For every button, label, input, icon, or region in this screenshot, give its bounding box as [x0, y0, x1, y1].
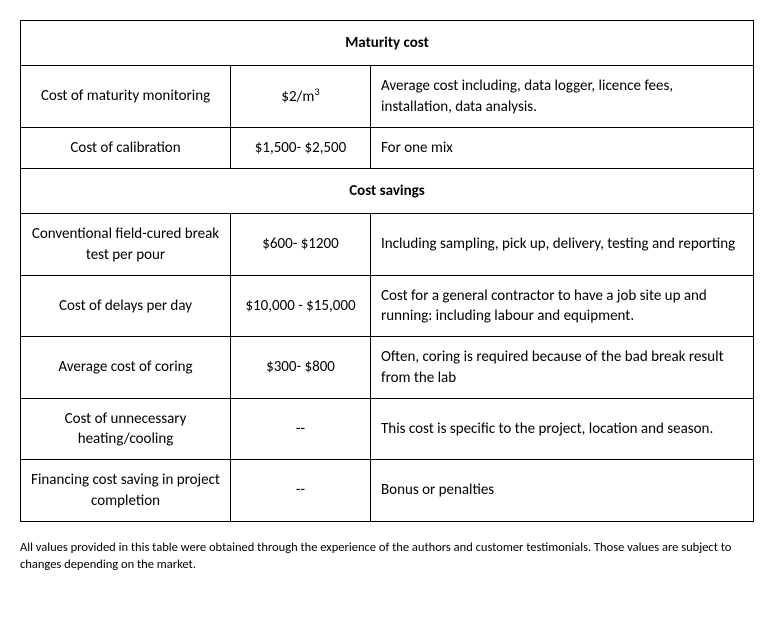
section-header-row: Maturity cost [21, 21, 754, 66]
cost-value: -- [231, 460, 371, 522]
cost-value-prefix: $2/m [281, 88, 314, 106]
cost-desc: Including sampling, pick up, delivery, t… [371, 214, 754, 276]
table-row: Cost of maturity monitoring $2/m3 Averag… [21, 66, 754, 128]
cost-label: Cost of calibration [21, 127, 231, 168]
table-row: Cost of calibration $1,500- $2,500 For o… [21, 127, 754, 168]
cost-label: Conventional field-cured break test per … [21, 214, 231, 276]
cost-value: -- [231, 398, 371, 460]
cost-desc: Often, coring is required because of the… [371, 337, 754, 399]
cost-desc: Bonus or penalties [371, 460, 754, 522]
cost-label: Cost of delays per day [21, 275, 231, 337]
cost-label: Cost of unnecessary heating/cooling [21, 398, 231, 460]
cost-desc: Average cost including, data logger, lic… [371, 66, 754, 128]
cost-value: $2/m3 [231, 66, 371, 128]
cost-value: $300- $800 [231, 337, 371, 399]
cost-label: Average cost of coring [21, 337, 231, 399]
footnote-text: All values provided in this table were o… [20, 540, 754, 574]
table-row: Cost of unnecessary heating/cooling -- T… [21, 398, 754, 460]
table-row: Average cost of coring $300- $800 Often,… [21, 337, 754, 399]
cost-value: $10,000 - $15,000 [231, 275, 371, 337]
cost-desc: Cost for a general contractor to have a … [371, 275, 754, 337]
cost-value: $600- $1200 [231, 214, 371, 276]
section-header-savings: Cost savings [21, 169, 754, 214]
cost-label: Cost of maturity monitoring [21, 66, 231, 128]
cost-label: Financing cost saving in project complet… [21, 460, 231, 522]
table-row: Cost of delays per day $10,000 - $15,000… [21, 275, 754, 337]
table-row: Conventional field-cured break test per … [21, 214, 754, 276]
cost-desc: For one mix [371, 127, 754, 168]
table-row: Financing cost saving in project complet… [21, 460, 754, 522]
cost-value-sup: 3 [314, 85, 319, 98]
section-header-row: Cost savings [21, 169, 754, 214]
cost-value: $1,500- $2,500 [231, 127, 371, 168]
section-header-maturity: Maturity cost [21, 21, 754, 66]
cost-table: Maturity cost Cost of maturity monitorin… [20, 20, 754, 522]
cost-desc: This cost is specific to the project, lo… [371, 398, 754, 460]
